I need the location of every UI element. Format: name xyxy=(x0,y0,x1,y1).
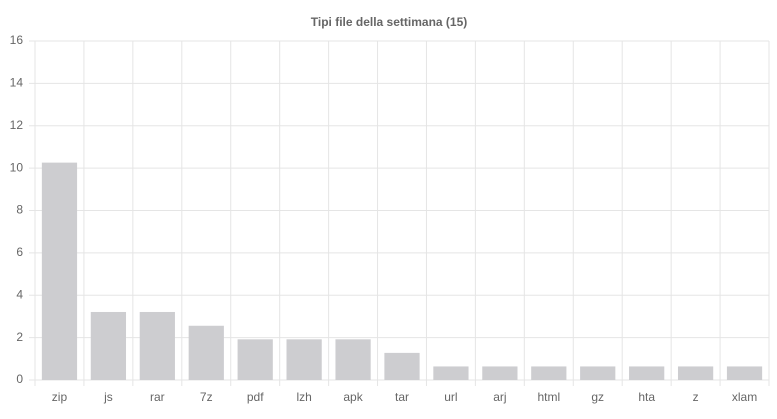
bar xyxy=(726,366,763,380)
x-tick-label: gz xyxy=(591,390,604,404)
x-tick-label: 7z xyxy=(200,390,213,404)
bar xyxy=(482,366,518,380)
bar xyxy=(384,352,420,380)
y-tick-label: 14 xyxy=(10,76,24,90)
bar xyxy=(188,325,224,380)
y-tick-label: 0 xyxy=(16,372,23,386)
y-tick-label: 2 xyxy=(16,330,23,344)
y-tick-label: 6 xyxy=(16,245,23,259)
x-tick-label: url xyxy=(444,390,457,404)
y-tick-label: 16 xyxy=(10,33,24,47)
y-tick-label: 10 xyxy=(10,160,24,174)
bar xyxy=(677,366,714,380)
x-tick-label: xlam xyxy=(732,390,757,404)
chart-title: Tipi file della settimana (15) xyxy=(311,15,468,29)
x-tick-label: zip xyxy=(52,390,68,404)
x-tick-label: rar xyxy=(150,390,165,404)
bar xyxy=(629,366,665,380)
y-tick-label: 12 xyxy=(10,118,24,132)
x-tick-label: arj xyxy=(493,390,506,404)
bar xyxy=(90,311,127,380)
bar xyxy=(286,339,322,380)
bar xyxy=(580,366,616,380)
x-tick-label: tar xyxy=(395,390,409,404)
bar xyxy=(433,366,469,380)
x-tick-label: pdf xyxy=(247,390,264,404)
bar xyxy=(41,162,78,380)
bar xyxy=(335,339,371,380)
y-tick-label: 8 xyxy=(16,203,23,217)
x-tick-label: hta xyxy=(638,390,655,404)
x-tick-label: lzh xyxy=(296,390,311,404)
x-tick-label: z xyxy=(693,390,699,404)
x-tick-label: apk xyxy=(343,390,363,404)
bar xyxy=(237,339,273,380)
bar xyxy=(531,366,567,380)
x-tick-label: js xyxy=(103,390,113,404)
x-tick-label: html xyxy=(537,390,560,404)
bar xyxy=(139,311,175,380)
y-tick-label: 4 xyxy=(16,287,23,301)
